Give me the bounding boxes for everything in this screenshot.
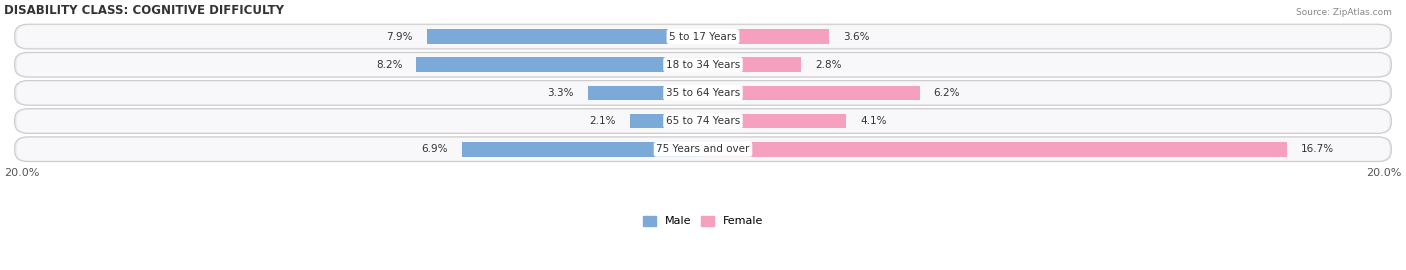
Text: 2.8%: 2.8% [815,60,841,70]
Text: 6.9%: 6.9% [422,144,449,154]
Text: 75 Years and over: 75 Years and over [657,144,749,154]
FancyBboxPatch shape [17,110,1389,132]
FancyBboxPatch shape [14,109,1392,133]
Text: 8.2%: 8.2% [375,60,402,70]
Bar [630,114,703,128]
Text: DISABILITY CLASS: COGNITIVE DIFFICULTY: DISABILITY CLASS: COGNITIVE DIFFICULTY [4,4,284,17]
Text: 18 to 34 Years: 18 to 34 Years [666,60,740,70]
Text: Source: ZipAtlas.com: Source: ZipAtlas.com [1296,8,1392,17]
Bar [463,142,703,157]
Text: 2.1%: 2.1% [589,116,616,126]
Text: 4.1%: 4.1% [860,116,887,126]
Bar [703,142,1286,157]
Bar [588,86,703,100]
Text: 20.0%: 20.0% [4,167,39,177]
Legend: Male, Female: Male, Female [638,211,768,231]
Bar [703,86,920,100]
FancyBboxPatch shape [17,53,1389,76]
Text: 16.7%: 16.7% [1301,144,1334,154]
FancyBboxPatch shape [17,25,1389,48]
Text: 3.6%: 3.6% [842,32,869,42]
FancyBboxPatch shape [14,80,1392,105]
FancyBboxPatch shape [14,137,1392,161]
Bar [427,29,703,44]
Bar [703,114,846,128]
Bar [703,58,801,72]
Text: 35 to 64 Years: 35 to 64 Years [666,88,740,98]
FancyBboxPatch shape [17,82,1389,104]
FancyBboxPatch shape [14,24,1392,49]
Text: 6.2%: 6.2% [934,88,960,98]
Text: 65 to 74 Years: 65 to 74 Years [666,116,740,126]
Text: 7.9%: 7.9% [387,32,413,42]
FancyBboxPatch shape [14,52,1392,77]
Text: 5 to 17 Years: 5 to 17 Years [669,32,737,42]
Text: 20.0%: 20.0% [1367,167,1402,177]
Text: 3.3%: 3.3% [547,88,574,98]
Bar [703,29,828,44]
Bar [416,58,703,72]
FancyBboxPatch shape [17,138,1389,160]
